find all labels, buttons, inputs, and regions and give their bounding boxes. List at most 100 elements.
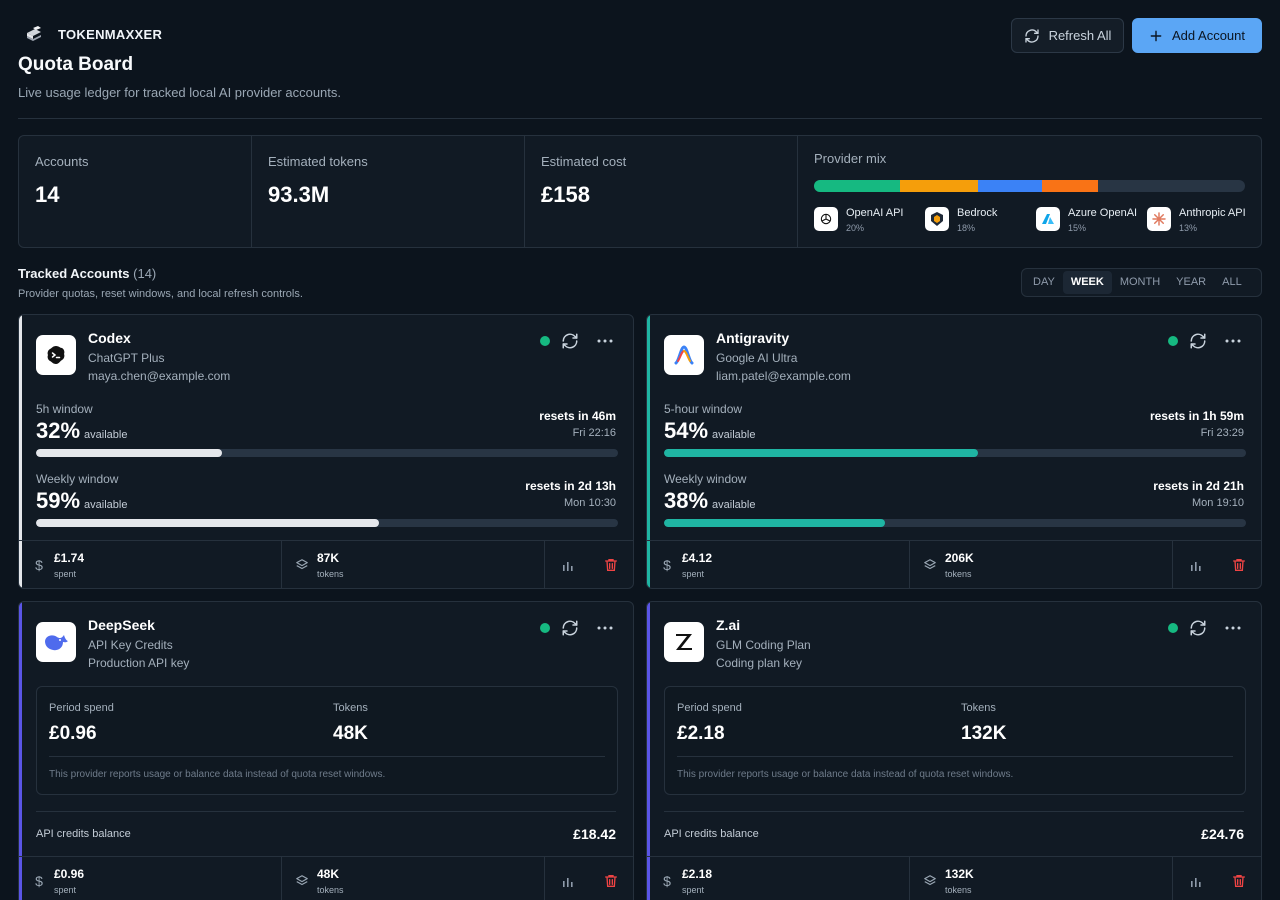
antigravity-icon xyxy=(664,335,704,375)
account-card-codex: Codex ChatGPT Plus maya.chen@example.com… xyxy=(18,314,634,589)
tokens-label: tokens xyxy=(317,569,344,579)
tokens-value: 48K xyxy=(317,867,340,881)
header-divider xyxy=(18,118,1262,119)
card-footer: $ £1.74 spent 87K tokens xyxy=(19,540,633,588)
stat-value: £158 xyxy=(541,182,590,207)
balance-label: API credits balance xyxy=(664,828,759,840)
card-footer: $ £4.12 spent 206K tokens xyxy=(647,540,1261,588)
more-icon[interactable] xyxy=(1223,619,1243,637)
balance-value: £24.76 xyxy=(1201,826,1244,842)
divider xyxy=(36,811,616,812)
more-icon[interactable] xyxy=(595,332,615,350)
provider-note: This provider reports usage or balance d… xyxy=(49,769,386,780)
window-reset: resets in 46m xyxy=(539,409,616,423)
more-icon[interactable] xyxy=(1223,332,1243,350)
spent-value: £4.12 xyxy=(682,551,713,565)
divider xyxy=(677,756,1233,757)
provider-mix-name: Bedrock xyxy=(957,207,998,219)
chart-icon[interactable] xyxy=(1188,873,1204,889)
provider-mix-pct: 20% xyxy=(846,223,865,233)
stat-tokens: Estimated tokens 93.3M xyxy=(252,136,525,247)
tokens-value: 206K xyxy=(945,551,974,565)
refresh-icon[interactable] xyxy=(561,332,579,350)
spent-value: £2.18 xyxy=(682,867,713,881)
stat-value: 14 xyxy=(35,182,60,207)
spent-cell: $ £2.18 spent xyxy=(647,857,910,900)
window-percent-value: 54% xyxy=(664,418,709,443)
period-spend-value: £2.18 xyxy=(677,723,725,744)
account-key-label: Production API key xyxy=(88,656,190,670)
stat-provider-mix: Provider mix OpenAI API 20% Bedrock 18% Az… xyxy=(798,136,1261,247)
refresh-icon[interactable] xyxy=(1189,332,1207,350)
refresh-icon[interactable] xyxy=(1189,619,1207,637)
zai-icon xyxy=(664,622,704,662)
card-footer: $ £2.18 spent 132K tokens xyxy=(647,856,1261,900)
window-percent: 38% available xyxy=(664,488,755,514)
trash-icon[interactable] xyxy=(603,873,619,889)
window-progress-fill xyxy=(664,519,886,527)
account-name: Antigravity xyxy=(716,330,790,346)
tab-month[interactable]: MONTH xyxy=(1119,276,1161,288)
tokens-cell: 48K tokens xyxy=(282,857,545,900)
status-dot xyxy=(540,336,550,346)
tokens-label: tokens xyxy=(945,885,972,895)
usage-summary-box: Period spend £0.96 Tokens 48K This provi… xyxy=(36,686,618,795)
stat-label: Accounts xyxy=(35,154,89,169)
layers-icon xyxy=(296,559,308,570)
tab-all[interactable]: ALL xyxy=(1222,276,1242,288)
azure-icon xyxy=(1036,207,1060,231)
dollar-icon: $ xyxy=(663,873,671,889)
card-actions xyxy=(1173,541,1261,588)
tokens-value: 132K xyxy=(945,867,974,881)
tokens-box-label: Tokens xyxy=(333,702,368,714)
chart-icon[interactable] xyxy=(560,873,576,889)
tab-day[interactable]: DAY xyxy=(1033,276,1055,288)
refresh-icon xyxy=(1024,28,1039,43)
tab-week[interactable]: WEEK xyxy=(1062,271,1112,294)
window-reset-time: Mon 10:30 xyxy=(564,497,616,509)
trash-icon[interactable] xyxy=(1231,557,1247,573)
card-accent xyxy=(647,315,650,588)
refresh-all-button[interactable]: Refresh All xyxy=(1011,18,1124,53)
account-card-zai: Z.ai GLM Coding Plan Coding plan key Per… xyxy=(646,601,1262,900)
tracked-title-text: Tracked Accounts xyxy=(18,266,130,281)
window-label: 5h window xyxy=(36,402,93,416)
window-percent-value: 32% xyxy=(36,418,81,443)
bedrock-icon xyxy=(925,207,949,231)
layers-icon xyxy=(296,875,308,886)
chart-icon[interactable] xyxy=(1188,557,1204,573)
stat-label: Estimated cost xyxy=(541,154,627,169)
account-card-antigravity: Antigravity Google AI Ultra liam.patel@e… xyxy=(646,314,1262,589)
window-progress xyxy=(664,519,1246,527)
add-account-button[interactable]: Add Account xyxy=(1132,18,1262,53)
card-actions xyxy=(545,857,633,900)
provider-mix-segment xyxy=(814,180,901,192)
divider xyxy=(664,811,1244,812)
window-progress xyxy=(36,519,618,527)
window-percent: 32% available xyxy=(36,418,127,444)
usage-summary-box: Period spend £2.18 Tokens 132K This prov… xyxy=(664,686,1246,795)
refresh-icon[interactable] xyxy=(561,619,579,637)
more-icon[interactable] xyxy=(595,619,615,637)
window-reset-time: Mon 19:10 xyxy=(1192,497,1244,509)
account-key-label: Coding plan key xyxy=(716,656,803,670)
provider-mix-item: OpenAI API 20% xyxy=(814,207,925,233)
tab-year[interactable]: YEAR xyxy=(1176,276,1207,288)
tokens-box-label: Tokens xyxy=(961,702,996,714)
divider xyxy=(49,756,605,757)
provider-mix-bar xyxy=(814,180,1245,192)
tokens-cell: 206K tokens xyxy=(910,541,1173,588)
window-label: Weekly window xyxy=(36,472,119,486)
account-email: liam.patel@example.com xyxy=(716,369,851,383)
balance-label: API credits balance xyxy=(36,828,131,840)
provider-mix-pct: 13% xyxy=(1179,223,1198,233)
chart-icon[interactable] xyxy=(560,557,576,573)
trash-icon[interactable] xyxy=(1231,873,1247,889)
spent-value: £0.96 xyxy=(54,867,85,881)
brand: TOKENMAXXER xyxy=(24,24,162,44)
brand-name: TOKENMAXXER xyxy=(58,26,163,42)
provider-mix-item: Azure OpenAI 15% xyxy=(1036,207,1147,233)
account-plan: GLM Coding Plan xyxy=(716,638,811,652)
card-footer: $ £0.96 spent 48K tokens xyxy=(19,856,633,900)
trash-icon[interactable] xyxy=(603,557,619,573)
